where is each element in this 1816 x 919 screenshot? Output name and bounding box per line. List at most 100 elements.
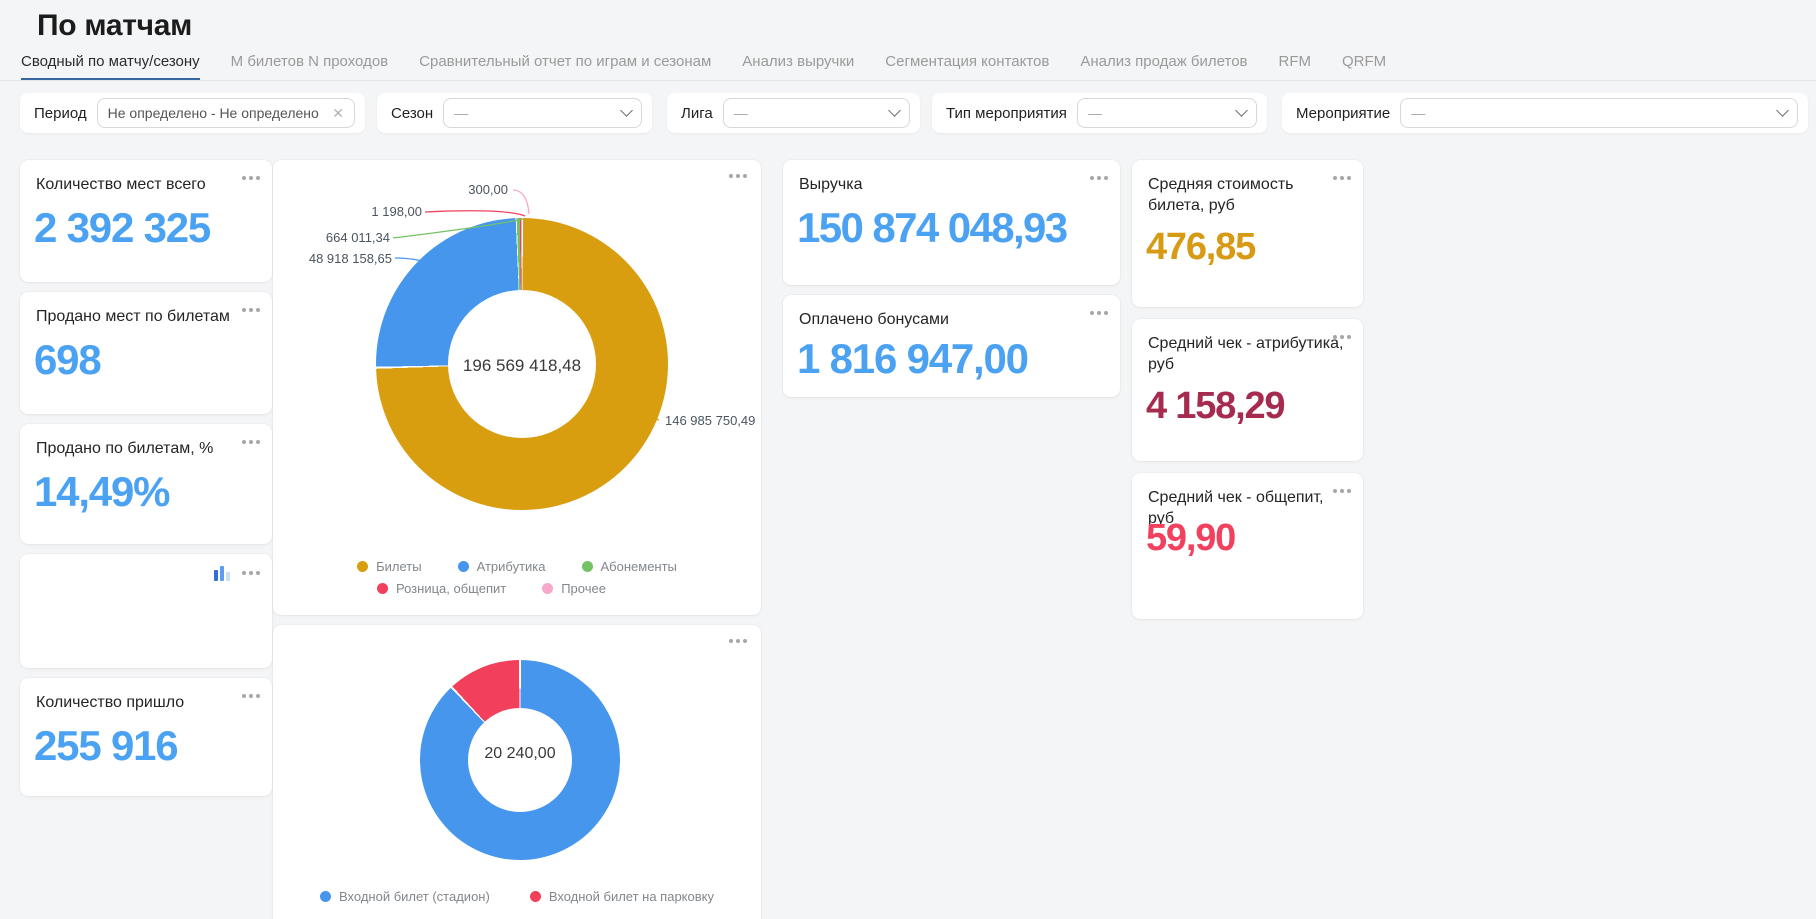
slice-label-atributika: 48 918 158,65 xyxy=(308,251,392,266)
tab-svodny-po-matchu-sezonu[interactable]: Сводный по матчу/сезону xyxy=(21,53,200,81)
kpi-value: 698 xyxy=(34,336,102,383)
kpi-value: 1 816 947,00 xyxy=(797,335,1029,382)
header-divider xyxy=(0,80,1816,81)
kpi-card-loading xyxy=(20,554,272,668)
more-menu-icon[interactable] xyxy=(729,174,747,178)
legend-dot xyxy=(320,891,331,902)
season-select[interactable]: — xyxy=(443,98,642,128)
chevron-down-icon xyxy=(1776,104,1789,117)
tab-analiz-prodazh-biletov[interactable]: Анализ продаж билетов xyxy=(1080,53,1248,70)
kpi-title: Продано по билетам, % xyxy=(36,440,214,457)
donut-center-value: 196 569 418,48 xyxy=(462,356,582,375)
chevron-down-icon xyxy=(1235,104,1248,117)
more-menu-icon[interactable] xyxy=(242,440,260,444)
more-menu-icon[interactable] xyxy=(1090,311,1108,315)
event-select[interactable]: — xyxy=(1400,98,1798,128)
kpi-card-sold-seats: Продано мест по билетам 698 xyxy=(20,292,272,414)
page-title: По матчам xyxy=(37,9,192,42)
more-menu-icon[interactable] xyxy=(729,639,747,643)
event-type-select-value: — xyxy=(1087,105,1102,121)
legend-dot xyxy=(357,561,369,572)
kpi-value: 59,90 xyxy=(1146,517,1236,559)
filter-period-label: Период xyxy=(34,104,87,122)
kpi-value: 255 916 xyxy=(34,722,179,769)
kpi-value: 14,49% xyxy=(34,468,170,515)
more-menu-icon[interactable] xyxy=(1333,335,1351,339)
tab-segmentaciya-kontaktov[interactable]: Сегментация контактов xyxy=(885,53,1050,70)
season-select-value: — xyxy=(454,105,469,121)
kpi-card-bonus-paid: Оплачено бонусами 1 816 947,00 xyxy=(783,295,1120,397)
kpi-value: 2 392 325 xyxy=(34,204,211,251)
more-menu-icon[interactable] xyxy=(1333,489,1351,493)
loading-bars-icon xyxy=(214,566,230,581)
kpi-title: Средняя стоимость билета, руб xyxy=(1148,176,1294,214)
filter-league: Лига — xyxy=(667,93,920,133)
filter-season: Сезон — xyxy=(377,93,652,133)
kpi-card-revenue: Выручка 150 874 048,93 xyxy=(783,160,1120,285)
chart-card-entry-tickets: 20 240,00 Входной билет (стадион) Входно… xyxy=(273,625,761,919)
tab-m-biletov-n-prohodov[interactable]: М билетов N проходов xyxy=(230,53,389,70)
kpi-value: 476,85 xyxy=(1146,226,1256,268)
kpi-title: Продано мест по билетам xyxy=(36,308,230,325)
league-select[interactable]: — xyxy=(722,98,910,128)
legend-item-parkovka[interactable]: Входной билет на парковку xyxy=(529,889,714,904)
donut-center-value: 20 240,00 xyxy=(484,745,556,762)
kpi-card-avg-food: Средний чек - общепит, руб 59,90 xyxy=(1132,473,1363,619)
legend-dot xyxy=(377,583,388,594)
clear-icon[interactable]: ✕ xyxy=(332,105,344,121)
kpi-card-total-seats: Количество мест всего 2 392 325 xyxy=(20,160,272,282)
more-menu-icon[interactable] xyxy=(242,571,260,575)
more-menu-icon[interactable] xyxy=(242,694,260,698)
event-type-select[interactable]: — xyxy=(1076,98,1257,128)
tab-sravnitelny-otchet[interactable]: Сравнительный отчет по играм и сезонам xyxy=(419,53,712,70)
filter-league-label: Лига xyxy=(681,104,713,122)
filter-season-label: Сезон xyxy=(391,104,434,122)
legend-dot xyxy=(542,583,554,594)
tab-qrfm[interactable]: QRFM xyxy=(1342,53,1387,70)
period-range-input[interactable] xyxy=(107,105,325,121)
filter-event-label: Мероприятие xyxy=(1296,104,1391,122)
donut-hole xyxy=(448,290,596,438)
period-range-input-wrap[interactable]: ✕ xyxy=(96,98,355,128)
legend-item-roznica[interactable]: Розница, общепит xyxy=(377,581,506,596)
kpi-title: Оплачено бонусами xyxy=(799,311,949,328)
legend-item-atributika[interactable]: Атрибутика xyxy=(457,559,546,574)
kpi-value: 4 158,29 xyxy=(1146,385,1286,427)
legend-item-prochee[interactable]: Прочее xyxy=(542,581,606,596)
event-select-value: — xyxy=(1411,105,1426,121)
kpi-card-sold-pct: Продано по билетам, % 14,49% xyxy=(20,424,272,544)
more-menu-icon[interactable] xyxy=(242,308,260,312)
kpi-title: Выручка xyxy=(799,176,863,193)
more-menu-icon[interactable] xyxy=(1090,176,1108,180)
legend-item-bilety[interactable]: Билеты xyxy=(357,559,422,574)
chart-legend: Входной билет (стадион) Входной билет на… xyxy=(273,889,761,904)
more-menu-icon[interactable] xyxy=(1333,176,1351,180)
kpi-card-avg-ticket: Средняя стоимость билета, руб 476,85 xyxy=(1132,160,1363,307)
league-select-value: — xyxy=(733,105,748,121)
kpi-title: Количество пришло xyxy=(36,694,185,711)
kpi-card-avg-merch: Средний чек - атрибутика, руб 4 158,29 xyxy=(1132,319,1363,461)
legend-item-abonementy[interactable]: Абонементы xyxy=(581,559,677,574)
legend-item-stadion[interactable]: Входной билет (стадион) xyxy=(320,889,490,904)
kpi-title: Средний чек - атрибутика, руб xyxy=(1148,335,1344,373)
slice-label-prochee: 300,00 xyxy=(468,182,508,197)
more-menu-icon[interactable] xyxy=(242,176,260,180)
legend-dot xyxy=(581,561,593,572)
kpi-title: Количество мест всего xyxy=(36,176,206,193)
filter-event: Мероприятие — xyxy=(1282,93,1808,133)
tab-rfm[interactable]: RFM xyxy=(1278,53,1312,70)
tab-analiz-vyruchki[interactable]: Анализ выручки xyxy=(742,53,855,70)
donut-hole xyxy=(468,708,572,812)
chevron-down-icon xyxy=(888,104,901,117)
chart-card-revenue-structure: 196 569 418,48 300,00 1 198,00 664 011,3… xyxy=(273,160,761,615)
kpi-card-attended: Количество пришло 255 916 xyxy=(20,678,272,796)
slice-label-bilety: 146 985 750,49 xyxy=(665,413,756,428)
chevron-down-icon xyxy=(620,104,633,117)
kpi-title: Средний чек - общепит, руб xyxy=(1148,489,1324,527)
filter-event-type-label: Тип мероприятия xyxy=(946,104,1067,122)
filter-event-type: Тип мероприятия — xyxy=(932,93,1267,133)
legend-dot xyxy=(457,561,469,572)
legend-dot xyxy=(529,891,541,902)
chart-legend: Билеты Атрибутика Абонементы Розница, об… xyxy=(273,559,761,596)
